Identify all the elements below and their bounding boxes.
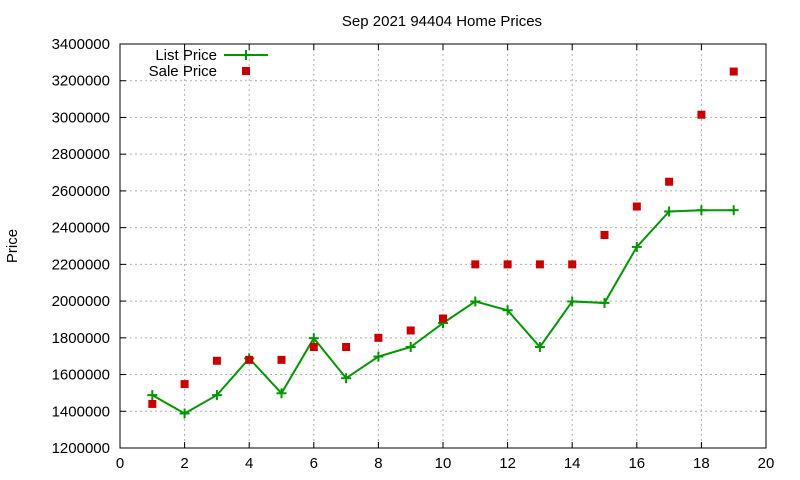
data-point-sale-price [632,202,641,211]
y-tick-label: 1800000 [52,330,110,347]
data-point-sale-price [600,230,609,239]
data-point-sale-price [665,177,674,186]
data-point-sale-price [277,355,286,364]
data-point-list-price [534,342,545,352]
legend-marker-sale-price [242,67,250,75]
legend-sample-list-price [224,50,268,60]
y-tick-label: 1600000 [52,367,110,384]
data-point-sale-price [180,380,189,389]
x-tick-label: 6 [310,455,318,472]
x-tick-label: 14 [564,455,581,472]
x-tick-label: 4 [245,455,253,472]
x-tick-label: 20 [758,455,775,472]
x-tick-label: 0 [116,455,124,472]
axis-ticks: 0 2 4 6 8 10 12 14 16 18 20 1200000 1400000 1600000 18… [52,36,775,472]
data-point-sale-price [342,343,351,351]
data-point-list-price [696,205,707,216]
data-point-sale-price [535,260,544,269]
data-point-list-price [276,388,287,399]
data-point-sale-price [245,355,254,364]
data-point-sale-price [503,260,512,269]
legend-label-sale-price: Sale Price [149,63,217,80]
data-point-sale-price [148,399,157,408]
x-tick-label: 16 [628,455,645,472]
data-point-list-price [341,373,352,384]
y-tick-label: 2000000 [52,293,110,310]
y-tick-label: 2400000 [52,220,110,237]
data-point-list-price [664,206,675,217]
data-point-sale-price [471,260,480,269]
grid [120,44,766,448]
y-tick-label: 1400000 [52,403,110,420]
series [147,67,739,419]
data-point-sale-price [374,333,383,342]
data-point-list-price [728,205,739,216]
series-sale-price [148,67,738,408]
legend-label-list-price: List Price [155,47,217,64]
data-point-list-price [567,296,578,307]
y-tick-label: 1200000 [52,440,110,457]
y-tick-label: 3200000 [52,73,110,90]
data-point-list-price [147,390,158,401]
x-tick-label: 2 [180,455,188,472]
data-point-list-price [179,408,190,419]
data-point-list-price [308,333,319,344]
x-tick-label: 8 [374,455,382,472]
data-point-sale-price [568,260,577,269]
data-point-list-price [373,351,384,362]
y-tick-label: 2600000 [52,183,110,200]
y-tick-label: 3000000 [52,109,110,126]
legend-marker-list-price [241,50,251,60]
series-list-price [147,205,739,419]
legend: List Price Sale Price [149,47,268,80]
data-point-list-price [405,342,416,352]
y-tick-label: 3400000 [52,36,110,53]
data-point-list-price [470,296,481,307]
chart-title: Sep 2021 94404 Home Prices [342,13,542,30]
data-point-sale-price [406,326,415,335]
data-point-sale-price [309,343,318,351]
data-point-list-price [631,241,642,252]
y-tick-label: 2200000 [52,256,110,273]
x-tick-label: 12 [499,455,516,472]
x-tick-label: 18 [693,455,710,472]
data-point-sale-price [212,356,221,365]
data-point-list-price [502,305,513,316]
data-point-sale-price [697,110,706,119]
data-point-sale-price [729,67,738,76]
data-point-sale-price [439,314,447,323]
y-tick-label: 2800000 [52,146,110,163]
data-point-list-price [211,390,222,401]
x-tick-label: 10 [435,455,452,472]
y-axis-label: Price [4,229,21,263]
legend-sample-sale-price [242,67,250,75]
data-point-list-price [599,297,610,308]
